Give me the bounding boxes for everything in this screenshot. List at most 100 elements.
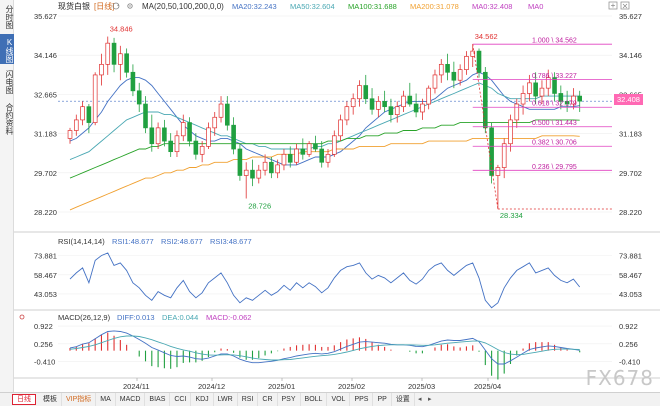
toolbar-tab-0[interactable]: 日线: [12, 394, 36, 405]
candle-body: [558, 93, 564, 102]
candle: [558, 85, 564, 110]
x-axis-label: 2025/04: [474, 382, 501, 391]
price-tick-right: 34.146: [619, 51, 642, 60]
toolbar-tab-15[interactable]: PP: [373, 393, 392, 406]
macd-tick-left: -0.410: [34, 358, 55, 367]
candle: [407, 82, 413, 107]
candle: [476, 48, 482, 78]
indicator-toolbar: 日线 模板 VIP指标 MA MACD BIAS CCI KDJ LWR RSI CR PSY BOLL…: [0, 392, 660, 406]
candle-body: [432, 74, 438, 89]
macd-value: MACD:-0.062: [206, 313, 251, 322]
candle: [306, 141, 312, 157]
toolbar-tab-6[interactable]: CCI: [170, 393, 192, 406]
toolbar-tab-16[interactable]: 设置: [392, 393, 415, 406]
candle-body: [495, 167, 501, 176]
candle: [394, 101, 400, 123]
candle-body: [174, 135, 180, 153]
candle: [180, 114, 186, 142]
left-tab-strip: 分时图 K线图闪电图合约资料: [0, 0, 14, 392]
toolbar-tab-4[interactable]: MACD: [116, 393, 146, 406]
x-axis-label: 2025/01: [268, 382, 295, 391]
toolbar-tab-3[interactable]: MA: [96, 393, 116, 406]
rsi-tick-right: 58.467: [619, 271, 642, 280]
candle-body: [225, 103, 230, 126]
scroll-left-icon[interactable]: ◂: [418, 396, 422, 403]
candle: [545, 69, 551, 97]
candle-body: [199, 146, 205, 155]
candle-body: [212, 116, 218, 129]
ma-line-ma100: [69, 119, 580, 179]
candle-body: [438, 63, 444, 76]
toolbar-tab-5[interactable]: BIAS: [145, 393, 171, 406]
candle: [73, 114, 79, 136]
ma-params-label: MA(20,50,100,200,0,0): [142, 2, 224, 11]
candle-body: [445, 63, 450, 73]
ma-line-ma20: [69, 71, 580, 166]
toolbar-tab-9[interactable]: RSI: [238, 393, 259, 406]
period-label[interactable]: [日线]: [94, 1, 114, 11]
candle-body: [168, 140, 173, 153]
close-indicator-icon[interactable]: [620, 1, 630, 10]
candle: [111, 37, 117, 73]
rsi3-value: RSI3:48.677: [210, 237, 252, 246]
candle: [445, 53, 450, 81]
left-tab-0[interactable]: 分时图: [5, 5, 14, 29]
candle: [489, 122, 494, 184]
ma-value-label: MA50:32.604: [290, 2, 335, 11]
current-price-tag: 32.408: [614, 94, 643, 105]
fib-level-label: 0.618 \ 32.179: [532, 101, 577, 108]
left-tab-3[interactable]: 合约资料: [5, 103, 14, 135]
left-tab-2[interactable]: 闪电图: [5, 70, 14, 94]
candle: [162, 119, 167, 147]
fib-level-label: 0.500 \ 31.443: [532, 120, 577, 127]
candle-body: [514, 103, 520, 121]
candle-body: [520, 93, 526, 105]
settings-icon[interactable]: [127, 3, 133, 9]
candle: [344, 101, 350, 126]
candle-body: [501, 143, 507, 168]
candle: [457, 64, 463, 86]
macd-dea-line: [69, 335, 580, 361]
candle: [438, 59, 444, 83]
macd-settings-icon[interactable]: [19, 314, 25, 320]
candle: [174, 130, 180, 157]
candle-body: [300, 148, 306, 155]
candle-body: [545, 77, 551, 89]
toolbar-tab-14[interactable]: PPS: [350, 393, 374, 406]
rsi-tick-right: 73.881: [619, 252, 642, 261]
candle: [483, 66, 488, 134]
candle-body: [206, 127, 211, 147]
left-tab-1[interactable]: K线图: [0, 34, 14, 64]
candle: [250, 159, 255, 187]
toolbar-tab-7[interactable]: KDJ: [191, 393, 214, 406]
refresh-icon[interactable]: [112, 2, 120, 10]
toolbar-tab-12[interactable]: BOLL: [301, 393, 328, 406]
toolbar-tab-1[interactable]: 模板: [39, 393, 62, 406]
candle: [577, 90, 583, 112]
candle: [501, 138, 507, 179]
candle-body: [250, 169, 255, 179]
extreme-label-high2: 34.562: [475, 32, 498, 41]
ma-value-label: MA0: [528, 2, 543, 11]
price-tick-right: 35.627: [619, 12, 642, 21]
toolbar-tab-13[interactable]: VOL: [327, 393, 351, 406]
toolbar-tab-11[interactable]: PSY: [278, 393, 301, 406]
candle: [243, 162, 249, 199]
add-indicator-icon[interactable]: [608, 1, 618, 10]
candle-body: [243, 169, 249, 176]
candle: [552, 72, 557, 102]
scroll-right-icon[interactable]: ▸: [428, 396, 432, 403]
price-tick-left: 31.183: [34, 130, 57, 139]
rsi-line: [69, 252, 581, 309]
toolbar-tab-2[interactable]: VIP指标: [62, 393, 97, 406]
candle: [149, 114, 155, 152]
candle-body: [319, 148, 325, 163]
x-axis-label: 2024/12: [198, 382, 225, 391]
chart-canvas[interactable]: 现货白银 [日线] MA(20,50,100,200,0,0) MA20:32.…: [14, 0, 660, 392]
rsi-tick-right: 43.053: [619, 290, 642, 299]
toolbar-tab-10[interactable]: CR: [258, 393, 278, 406]
candle-body: [451, 71, 457, 81]
fx678-watermark: FX678: [585, 366, 654, 390]
candle-body: [269, 161, 274, 174]
toolbar-tab-8[interactable]: LWR: [214, 393, 238, 406]
